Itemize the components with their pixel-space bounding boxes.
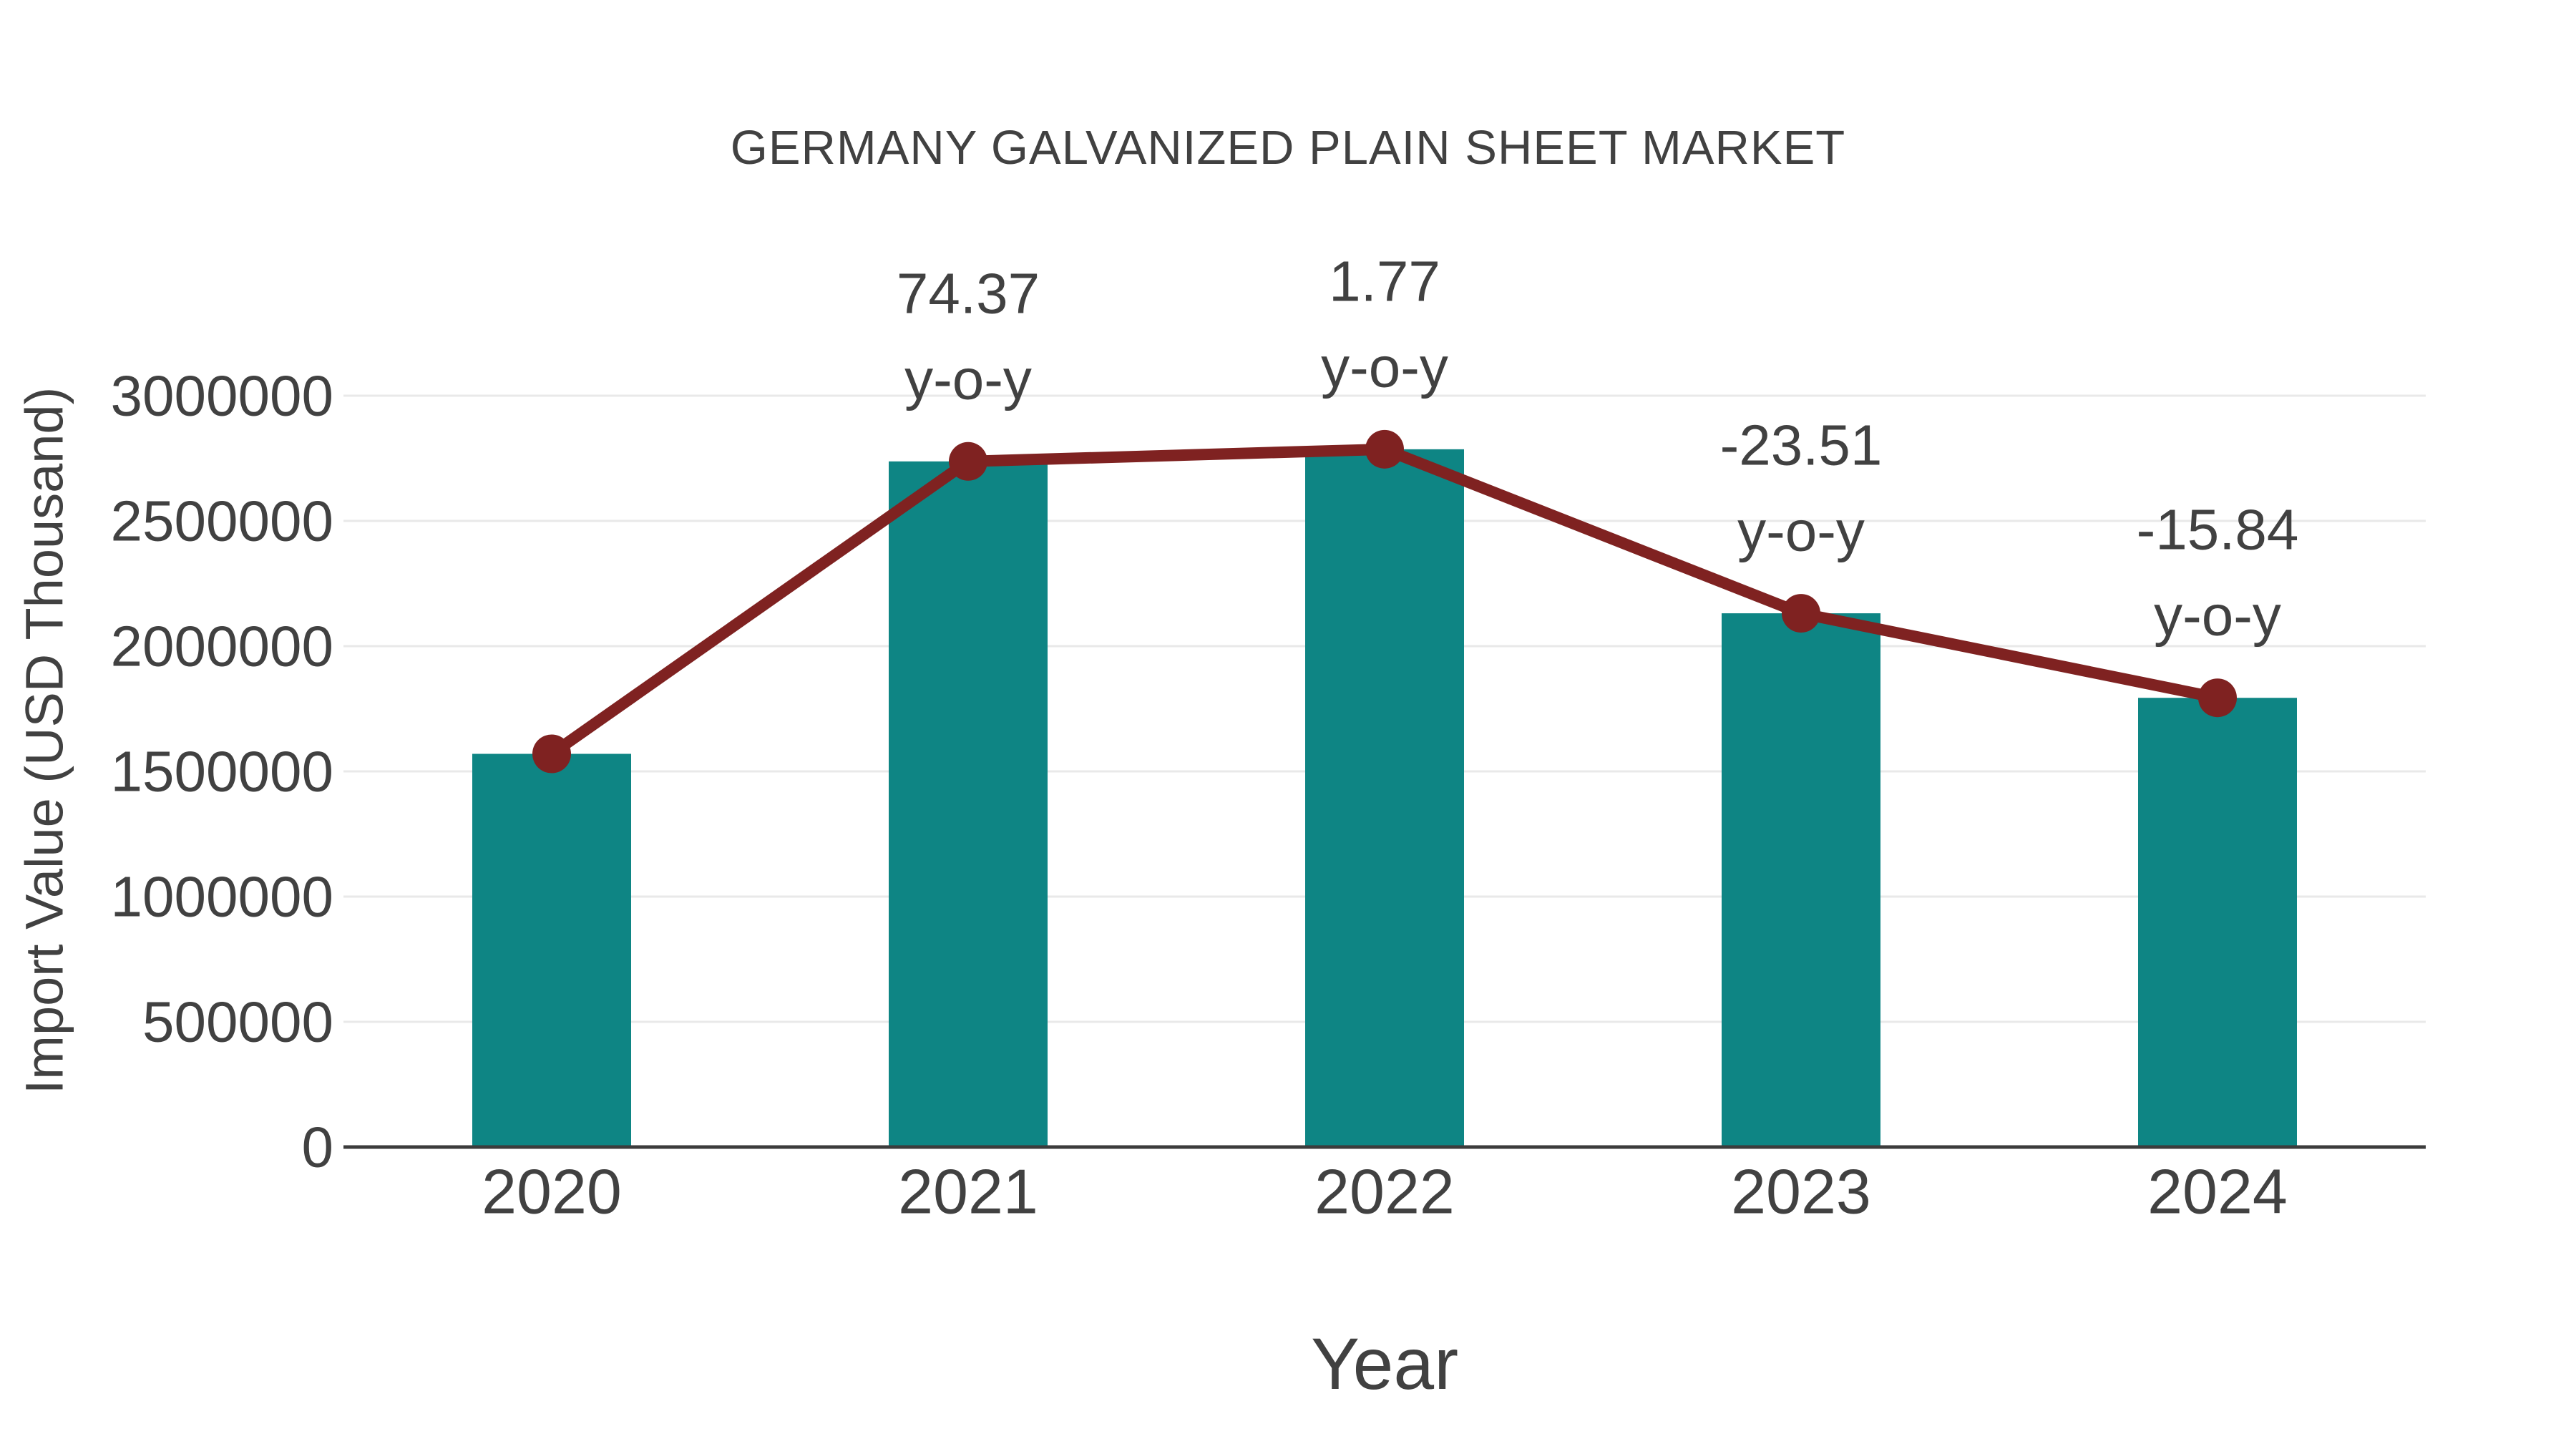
y-tick-label-2000000: 2000000 [111,615,333,678]
bar-2022[interactable] [1305,449,1464,1147]
bar-2023[interactable] [1722,613,1880,1147]
bar-2024[interactable] [2138,698,2297,1147]
x-tick-label-2020: 2020 [482,1156,622,1227]
x-tick-label-2023: 2023 [1731,1156,1871,1227]
yoy-value-2023: -23.51 [1720,414,1883,477]
x-tick-label-2022: 2022 [1314,1156,1455,1227]
y-tick-label-0: 0 [302,1116,334,1179]
x-axis-title: Year [1310,1323,1459,1405]
y-tick-label-500000: 500000 [142,990,333,1054]
data-point-2024[interactable] [2198,678,2237,718]
y-axis-title: Import Value (USD Thousand) [14,386,74,1095]
chart-title: GERMANY GALVANIZED PLAIN SHEET MARKET [730,121,1846,175]
yoy-value-2021: 74.37 [897,261,1040,325]
data-point-2023[interactable] [1782,594,1820,633]
yoy-value-2024: -15.84 [2137,498,2299,562]
y-tick-label-3000000: 3000000 [111,364,333,428]
y-tick-label-1000000: 1000000 [111,865,333,929]
data-point-2021[interactable] [949,441,987,481]
y-tick-label-1500000: 1500000 [111,740,333,804]
y-tick-label-2500000: 2500000 [111,489,333,553]
bar-2021[interactable] [889,461,1048,1147]
x-tick-label-2024: 2024 [2147,1156,2288,1227]
yoy-unit-2022: y-o-y [1321,335,1448,399]
data-point-2020[interactable] [532,734,571,774]
data-point-2022[interactable] [1365,429,1404,469]
yoy-value-2022: 1.77 [1329,249,1440,313]
yoy-unit-2024: y-o-y [2154,584,2281,648]
yoy-unit-2021: y-o-y [904,347,1032,411]
bar-2020[interactable] [472,753,631,1148]
x-tick-label-2021: 2021 [898,1156,1038,1227]
yoy-unit-2023: y-o-y [1737,499,1865,563]
